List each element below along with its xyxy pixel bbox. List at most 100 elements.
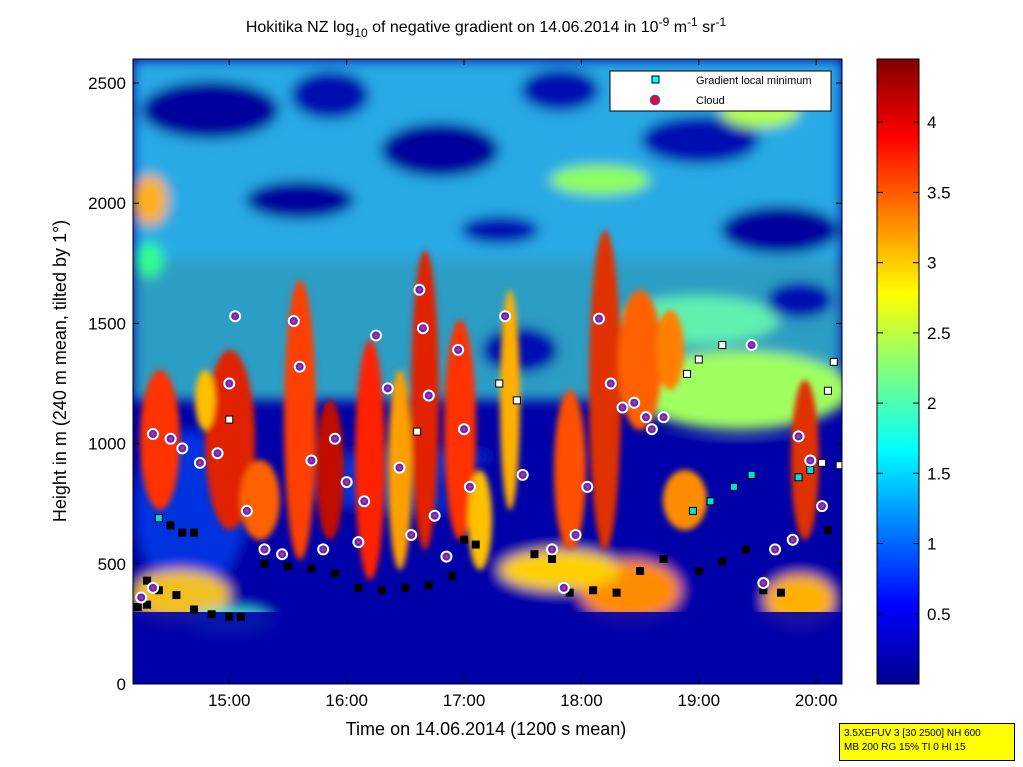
cloud-point-core bbox=[385, 386, 390, 391]
gradient-min-point bbox=[448, 571, 457, 580]
cloud-point-core bbox=[197, 460, 202, 465]
cloud-point-core bbox=[139, 595, 144, 600]
cloud-point-core bbox=[649, 427, 654, 432]
gradient-min-point bbox=[688, 506, 697, 515]
x-axis: 15:00 16:00 17:00 18:00 19:00 20:00 bbox=[208, 59, 837, 710]
gradient-min-point bbox=[424, 581, 433, 590]
gradient-min-point bbox=[413, 427, 422, 436]
gradient-min-point bbox=[260, 559, 269, 568]
gradient-min-point bbox=[612, 588, 621, 597]
gradient-min-point bbox=[401, 583, 410, 592]
cloud-point-core bbox=[773, 547, 778, 552]
chart-title: Hokitika NZ log10 of negative gradient o… bbox=[246, 15, 727, 40]
cloud-point-core bbox=[180, 446, 185, 451]
cloud-point-core bbox=[608, 381, 613, 386]
gradient-min-point bbox=[823, 526, 832, 535]
gradient-min-point bbox=[143, 576, 152, 585]
cloud-point-core bbox=[362, 499, 367, 504]
cloud-point-core bbox=[597, 316, 602, 321]
gradient-min-point bbox=[683, 369, 692, 378]
gradient-min-point bbox=[354, 583, 363, 592]
gradient-min-point bbox=[659, 555, 668, 563]
info-box-line-2: MB 200 RG 15% TI 0 HI 15 bbox=[844, 742, 966, 753]
x-tick-label: 19:00 bbox=[678, 691, 721, 710]
gradient-min-point bbox=[154, 514, 163, 523]
colorbar-tick-label: 0.5 bbox=[927, 605, 951, 624]
cloud-point-core bbox=[573, 532, 578, 537]
cloud-point-core bbox=[150, 585, 155, 590]
cloud-point-core bbox=[561, 585, 566, 590]
gradient-min-point bbox=[330, 569, 339, 578]
gradient-min-point bbox=[471, 540, 480, 549]
gradient-min-point bbox=[589, 586, 598, 595]
cloud-point-core bbox=[244, 508, 249, 513]
cloud-point-core bbox=[462, 427, 467, 432]
y-axis-label: Height in m (240 m mean, tilted by 1°) bbox=[50, 220, 70, 522]
cloud-point-core bbox=[632, 400, 637, 405]
gradient-min-point bbox=[747, 470, 756, 479]
gradient-min-point bbox=[166, 521, 175, 530]
info-box: 3.5XEFUV 3 [30 2500] NH 600 MB 200 RG 15… bbox=[839, 723, 1015, 761]
cloud-point-core bbox=[796, 434, 801, 439]
cloud-point-core bbox=[808, 458, 813, 463]
cloud-point-core bbox=[309, 458, 314, 463]
gradient-min-point bbox=[512, 396, 521, 405]
cloud-point-core bbox=[620, 405, 625, 410]
x-tick-label: 18:00 bbox=[560, 691, 603, 710]
heatmap-plumes bbox=[140, 230, 819, 580]
gradient-min-point bbox=[495, 379, 504, 388]
gradient-min-point bbox=[377, 586, 386, 595]
legend-marker-gradient-minimum bbox=[651, 75, 660, 84]
y-tick-label: 1000 bbox=[88, 435, 126, 454]
x-tick-label: 17:00 bbox=[443, 691, 486, 710]
info-box-line-1: 3.5XEFUV 3 [30 2500] NH 600 bbox=[844, 728, 981, 739]
legend: Gradient local minimum Cloud bbox=[609, 70, 832, 112]
gradient-min-point bbox=[283, 562, 292, 571]
gradient-min-point bbox=[794, 473, 803, 482]
cloud-point-core bbox=[280, 552, 285, 557]
cloud-point-core bbox=[321, 547, 326, 552]
x-tick-label: 20:00 bbox=[795, 691, 838, 710]
gradient-min-point bbox=[207, 610, 216, 619]
cloud-point-core bbox=[344, 480, 349, 485]
gradient-min-point bbox=[133, 603, 142, 612]
gradient-min-point bbox=[172, 591, 181, 600]
y-tick-label: 2500 bbox=[88, 74, 126, 93]
cloud-point-core bbox=[397, 465, 402, 470]
cloud-point-core bbox=[444, 554, 449, 559]
cloud-point-core bbox=[291, 319, 296, 324]
heatmap-plot-area bbox=[133, 59, 842, 684]
plot-frame bbox=[132, 58, 843, 685]
gradient-min-point bbox=[190, 605, 199, 614]
colorbar-ticks: 0.5 1 1.5 2 2.5 3 3.5 4 bbox=[877, 113, 951, 624]
colorbar-tick-label: 3.5 bbox=[927, 183, 951, 202]
cloud-point-core bbox=[550, 547, 555, 552]
colorbar-tick-label: 3 bbox=[927, 254, 936, 273]
colorbar-tick-label: 2.5 bbox=[927, 324, 951, 343]
y-tick-label: 1500 bbox=[88, 314, 126, 333]
gradient-min-point bbox=[806, 466, 815, 475]
gradient-min-point bbox=[718, 341, 727, 350]
gradient-min-point bbox=[835, 461, 842, 470]
legend-box bbox=[609, 70, 832, 112]
gradient-min-point bbox=[823, 386, 832, 395]
x-tick-label: 16:00 bbox=[325, 691, 368, 710]
cloud-point-core bbox=[749, 343, 754, 348]
legend-label-gradient-minimum: Gradient local minimum bbox=[696, 75, 812, 87]
cloud-point-core bbox=[432, 513, 437, 518]
gradient-min-point bbox=[178, 528, 187, 537]
x-axis-label: Time on 14.06.2014 (1200 s mean) bbox=[346, 719, 627, 739]
gradient-min-point bbox=[694, 355, 703, 364]
gradient-min-point bbox=[776, 588, 785, 597]
y-tick-label: 500 bbox=[98, 555, 126, 574]
gradient-min-markers bbox=[133, 341, 842, 621]
gradient-min-point bbox=[225, 612, 234, 621]
gradient-min-point bbox=[636, 567, 645, 576]
cloud-point-core bbox=[503, 314, 508, 319]
cloud-point-core bbox=[262, 547, 267, 552]
gradient-min-point bbox=[730, 482, 739, 491]
cloud-point-core bbox=[585, 484, 590, 489]
cloud-point-core bbox=[227, 381, 232, 386]
cloud-point-core bbox=[661, 415, 666, 420]
